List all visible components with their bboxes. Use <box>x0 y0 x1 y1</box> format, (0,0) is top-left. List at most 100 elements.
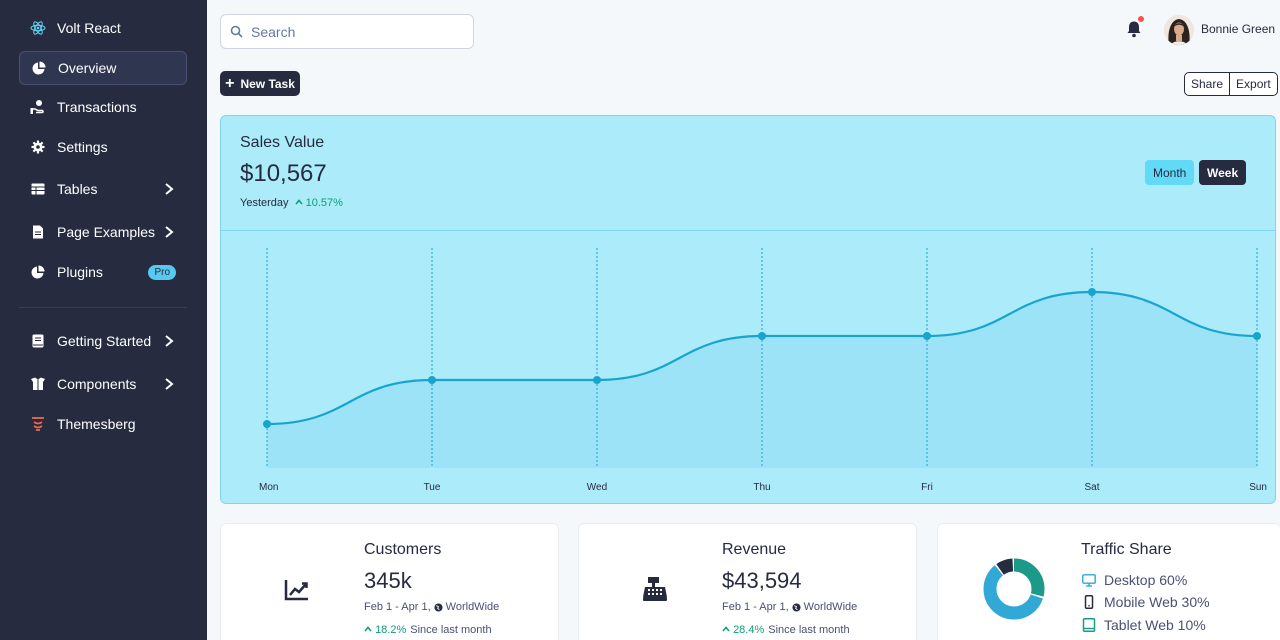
sales-value: $10,567 <box>240 160 327 187</box>
traffic-share-card: Traffic Share <box>937 523 1280 640</box>
sales-value-card: Mon Tue Wed Thu Fri Sat Sun Sales Value $10,56… <box>220 115 1276 504</box>
share-button[interactable]: Share <box>1191 77 1224 91</box>
chart-point[interactable] <box>1088 288 1096 296</box>
customers-title: Customers <box>364 541 442 558</box>
sales-change: 10.57% <box>294 197 343 209</box>
bell-icon[interactable] <box>1125 20 1143 38</box>
x-tick-label: Tue <box>424 482 441 493</box>
x-tick-label: Sat <box>1084 482 1099 493</box>
sidebar-item-label: Transactions <box>57 99 137 115</box>
brand-name: Volt React <box>57 20 121 36</box>
sidebar-item-label: Plugins <box>57 264 103 280</box>
chevron-right-icon <box>165 183 174 195</box>
sidebar-item-label: Tables <box>57 181 98 197</box>
sidebar-item-label: Page Examples <box>57 224 156 240</box>
customers-value: 345k <box>364 568 412 593</box>
revenue-value: $43,594 <box>722 568 802 593</box>
cash-register-icon <box>643 577 667 601</box>
arrow-up-icon <box>722 626 730 632</box>
chart-line-icon <box>284 580 308 601</box>
growth-value: 28.4% <box>722 624 764 636</box>
legend-label: Desktop 60% <box>1104 572 1188 588</box>
sidebar-item-transactions[interactable]: Transactions <box>19 90 187 124</box>
growth-since: Since last month <box>768 624 850 636</box>
week-button[interactable]: Week <box>1199 160 1247 185</box>
traffic-title: Traffic Share <box>1081 541 1172 558</box>
avatar[interactable] <box>1164 15 1194 45</box>
sales-title: Sales Value <box>240 134 325 151</box>
search-icon <box>230 25 243 38</box>
sidebar: Volt React Overview Transactions Setting… <box>0 0 207 640</box>
chevron-right-icon <box>165 378 174 390</box>
x-tick-label: Wed <box>587 482 607 493</box>
sidebar-item-getting-started[interactable]: Getting Started <box>19 324 187 358</box>
chart-point[interactable] <box>593 376 601 384</box>
gear-icon <box>30 139 46 155</box>
growth-percent: 18.2% <box>375 624 407 636</box>
month-button[interactable]: Month <box>1145 160 1195 185</box>
new-task-label: New Task <box>240 76 295 91</box>
sidebar-item-themesberg[interactable]: Themesberg <box>19 407 187 441</box>
table-icon <box>30 181 46 197</box>
legend-mobile: Mobile Web 30% <box>1082 594 1210 610</box>
sidebar-item-label: Getting Started <box>57 333 152 349</box>
sidebar-divider <box>19 307 187 308</box>
themesberg-logo-icon <box>30 416 46 432</box>
revenue-card: Revenue $43,594 Feb 1 - Apr 1, WorldWide… <box>578 523 917 640</box>
brand-link[interactable]: Volt React <box>19 11 187 45</box>
chart-point[interactable] <box>1253 332 1261 340</box>
chart-point[interactable] <box>758 332 766 340</box>
traffic-donut-chart <box>983 558 1045 620</box>
mobile-icon <box>1084 595 1094 609</box>
date-range: Feb 1 - Apr 1, <box>364 601 431 613</box>
sales-chart: Mon Tue Wed Thu Fri Sat Sun <box>259 248 1267 493</box>
new-task-button[interactable]: + New Task <box>220 71 300 96</box>
legend-desktop: Desktop 60% <box>1082 572 1187 588</box>
sidebar-item-label: Settings <box>57 139 108 155</box>
chart-point[interactable] <box>428 376 436 384</box>
x-tick-label: Mon <box>259 482 278 493</box>
sales-divider <box>221 230 1275 231</box>
sidebar-item-tables[interactable]: Tables <box>19 172 187 206</box>
customers-date: Feb 1 - Apr 1, WorldWide <box>364 601 499 613</box>
chart-point[interactable] <box>923 332 931 340</box>
desktop-icon <box>1082 573 1096 587</box>
sidebar-item-label: Themesberg <box>57 416 136 432</box>
x-tick-label: Fri <box>921 482 933 493</box>
sales-period: Yesterday <box>240 197 289 209</box>
sidebar-item-plugins[interactable]: Plugins Pro <box>19 255 187 289</box>
chevron-right-icon <box>165 335 174 347</box>
tablet-icon <box>1082 618 1096 632</box>
pie-chart-icon <box>31 60 47 76</box>
revenue-growth: 28.4% Since last month <box>722 624 850 636</box>
revenue-date: Feb 1 - Apr 1, WorldWide <box>722 601 857 613</box>
box-open-icon <box>30 376 46 392</box>
donut-slice <box>983 558 1045 620</box>
export-button[interactable]: Export <box>1229 73 1277 95</box>
legend-label: Mobile Web 30% <box>1104 594 1210 610</box>
pie-chart-icon <box>30 264 46 280</box>
notification-dot <box>1138 16 1144 22</box>
file-icon <box>30 224 46 240</box>
x-tick-label: Sun <box>1249 482 1267 493</box>
arrow-up-icon <box>294 199 303 205</box>
globe-icon <box>792 602 801 612</box>
sidebar-item-components[interactable]: Components <box>19 367 187 401</box>
sidebar-item-overview[interactable]: Overview <box>19 51 187 85</box>
legend-tablet: Tablet Web 10% <box>1082 617 1206 633</box>
search-input[interactable] <box>251 23 451 40</box>
sidebar-item-label: Overview <box>58 60 117 76</box>
user-name[interactable]: Bonnie Green <box>1201 22 1276 36</box>
search-box[interactable] <box>220 14 474 49</box>
sidebar-item-settings[interactable]: Settings <box>19 130 187 164</box>
react-logo-icon <box>30 20 46 36</box>
revenue-title: Revenue <box>722 541 787 558</box>
region-label: WorldWide <box>445 601 500 613</box>
sales-change-row: Yesterday 10.57% <box>240 197 343 209</box>
region-label: WorldWide <box>803 601 858 613</box>
chart-point[interactable] <box>263 420 271 428</box>
hand-money-icon <box>30 99 46 115</box>
x-tick-label: Thu <box>753 482 770 493</box>
customers-card: Customers 345k Feb 1 - Apr 1, WorldWide … <box>220 523 559 640</box>
sidebar-item-page-examples[interactable]: Page Examples <box>19 215 187 249</box>
